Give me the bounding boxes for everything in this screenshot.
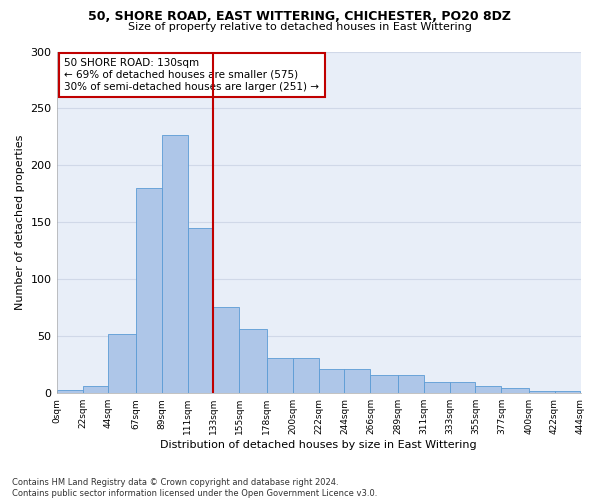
Bar [502,388,529,393]
Bar [214,306,239,393]
Bar [293,358,319,393]
Bar [581,391,600,393]
Bar [554,391,580,393]
Bar [266,358,293,393]
Bar [370,375,398,393]
Bar [398,375,424,393]
Text: 50, SHORE ROAD, EAST WITTERING, CHICHESTER, PO20 8DZ: 50, SHORE ROAD, EAST WITTERING, CHICHEST… [89,10,511,23]
Bar [344,370,370,393]
Bar [529,391,554,393]
Text: 50 SHORE ROAD: 130sqm
← 69% of detached houses are smaller (575)
30% of semi-det: 50 SHORE ROAD: 130sqm ← 69% of detached … [64,58,319,92]
Y-axis label: Number of detached properties: Number of detached properties [15,134,25,310]
X-axis label: Distribution of detached houses by size in East Wittering: Distribution of detached houses by size … [160,440,477,450]
Bar [136,188,161,393]
Bar [109,334,136,393]
Bar [239,330,266,393]
Text: Contains HM Land Registry data © Crown copyright and database right 2024.
Contai: Contains HM Land Registry data © Crown c… [12,478,377,498]
Bar [56,390,83,393]
Bar [188,228,214,393]
Bar [424,382,449,393]
Bar [83,386,109,393]
Bar [449,382,475,393]
Text: Size of property relative to detached houses in East Wittering: Size of property relative to detached ho… [128,22,472,32]
Bar [161,134,188,393]
Bar [475,386,502,393]
Bar [319,370,344,393]
